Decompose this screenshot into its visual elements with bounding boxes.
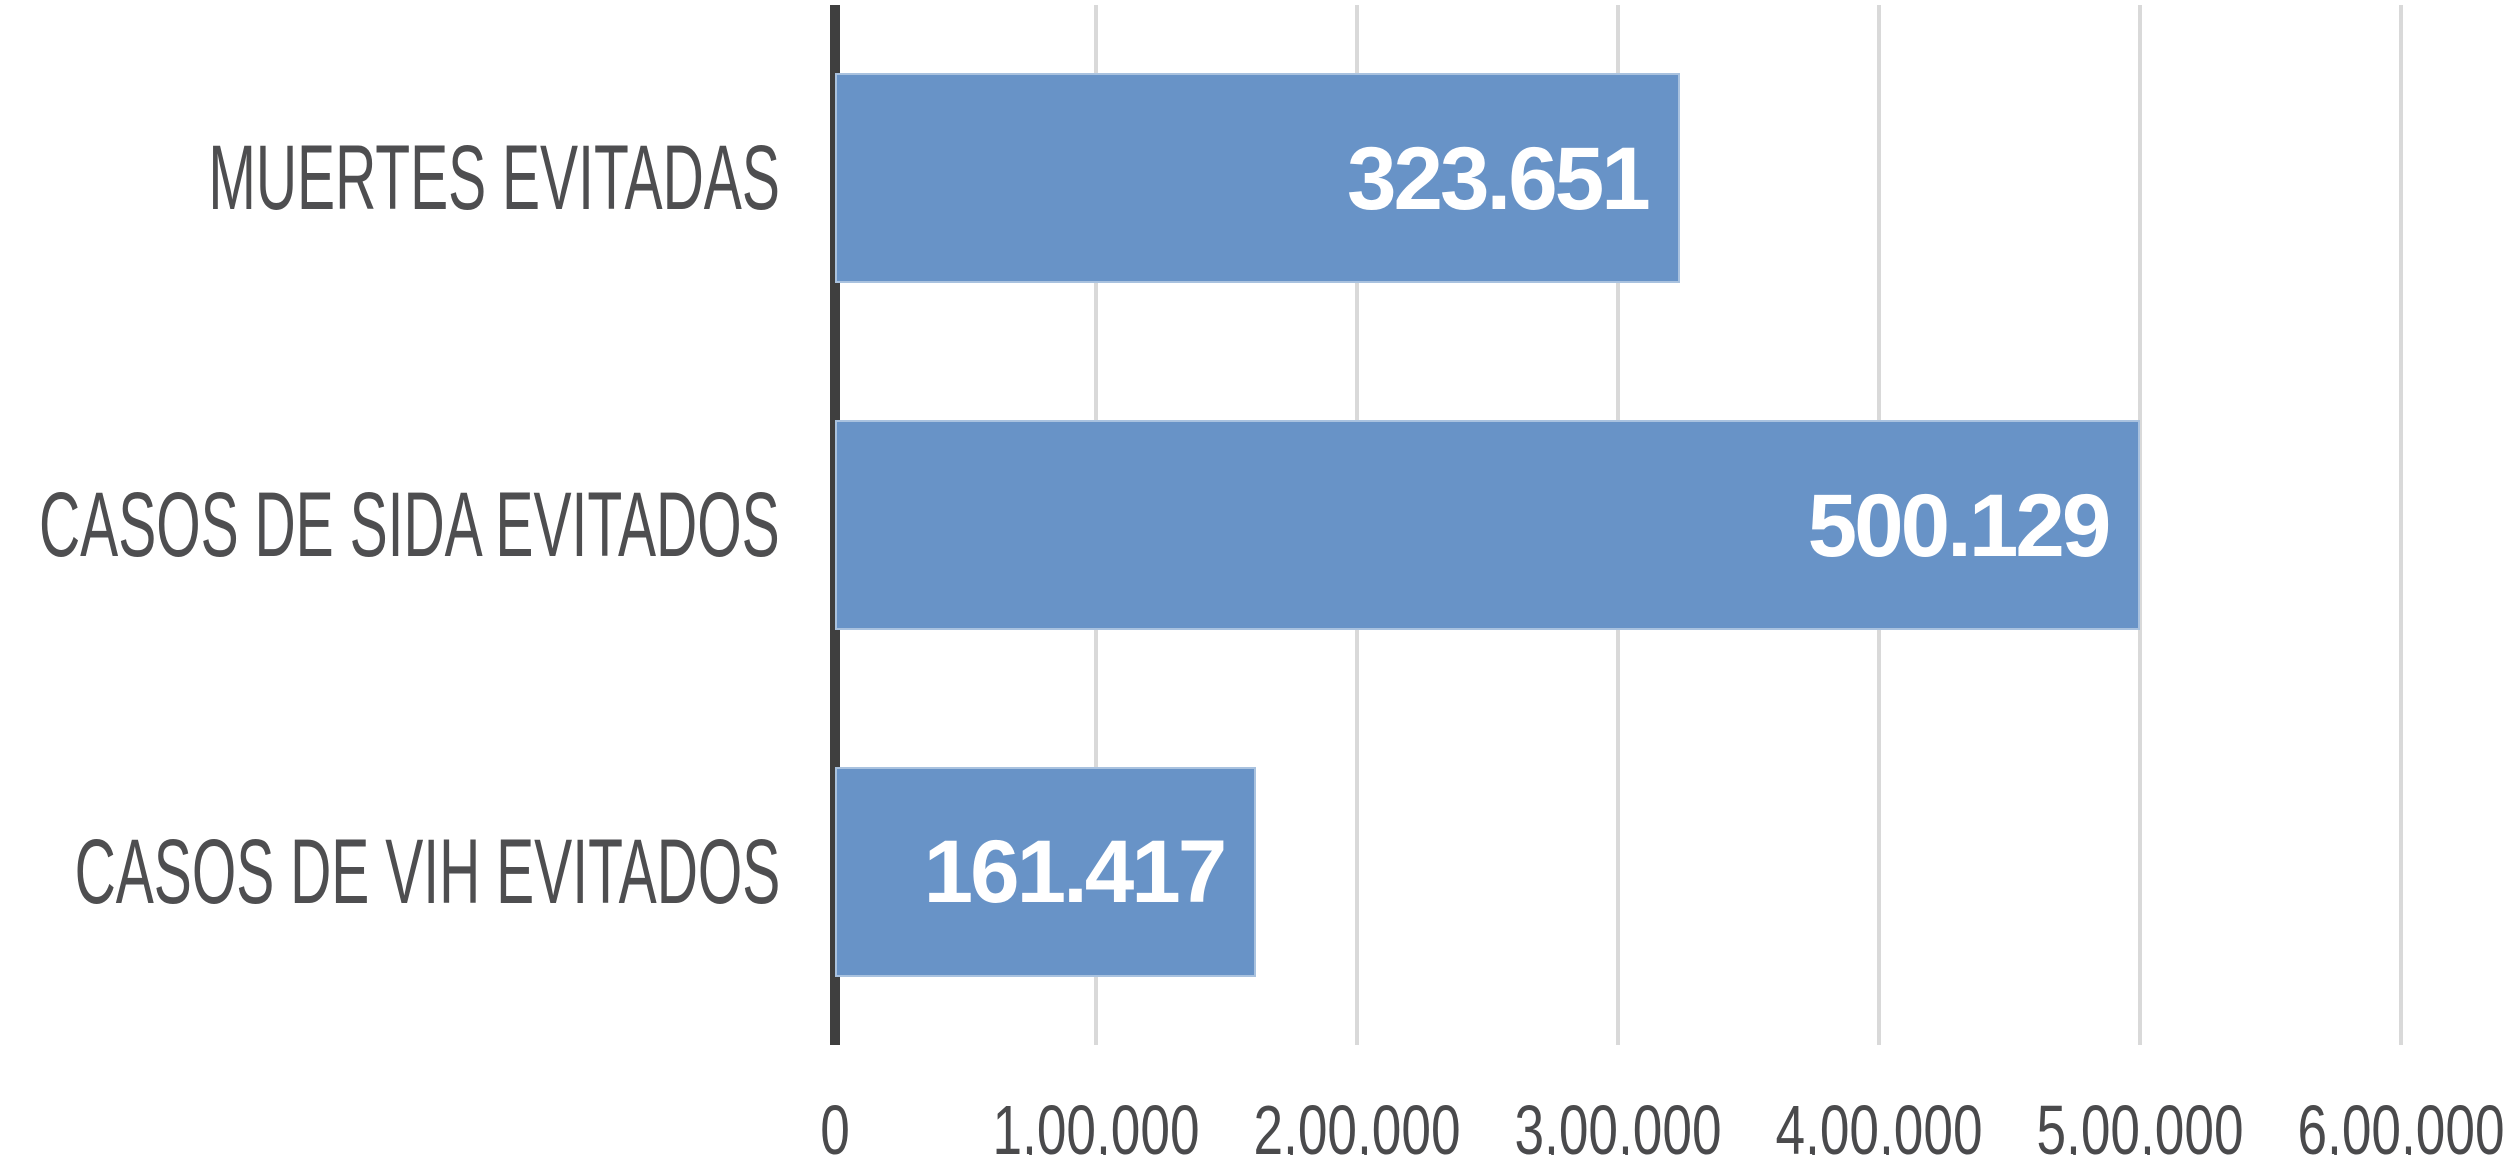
x-tick-label: 0 bbox=[820, 1091, 850, 1155]
x-tick-label: 6,00,000 bbox=[2297, 1091, 2505, 1155]
bar-casos-de-sida-evitados: 500.129 bbox=[835, 420, 2141, 630]
category-label-casos-de-vih-evitados: CASOS DE VIH EVITADOS bbox=[74, 820, 780, 923]
x-tick-label: 2,00,000 bbox=[1253, 1091, 1461, 1155]
bar-value-label: 500.129 bbox=[1807, 474, 2112, 575]
category-label-casos-de-sida-evitados: CASOS DE SIDA EVITADOS bbox=[39, 474, 780, 576]
bar-casos-de-vih-evitados: 161.417 bbox=[835, 766, 1257, 977]
bar-value-label: 323.651 bbox=[1347, 127, 1651, 228]
gridline bbox=[2399, 5, 2403, 1045]
x-tick-label: 4,00,000 bbox=[1775, 1091, 1983, 1155]
x-tick-label: 3,00,000 bbox=[1514, 1091, 1722, 1155]
x-tick-label: 1,00,000 bbox=[992, 1091, 1200, 1155]
x-tick-label: 5,00,000 bbox=[2036, 1091, 2244, 1155]
bar-muertes-evitadas: 323.651 bbox=[835, 73, 1680, 284]
bar-value-label: 161.417 bbox=[923, 821, 1228, 922]
category-label-muertes-evitadas: MUERTES EVITADAS bbox=[208, 127, 780, 230]
